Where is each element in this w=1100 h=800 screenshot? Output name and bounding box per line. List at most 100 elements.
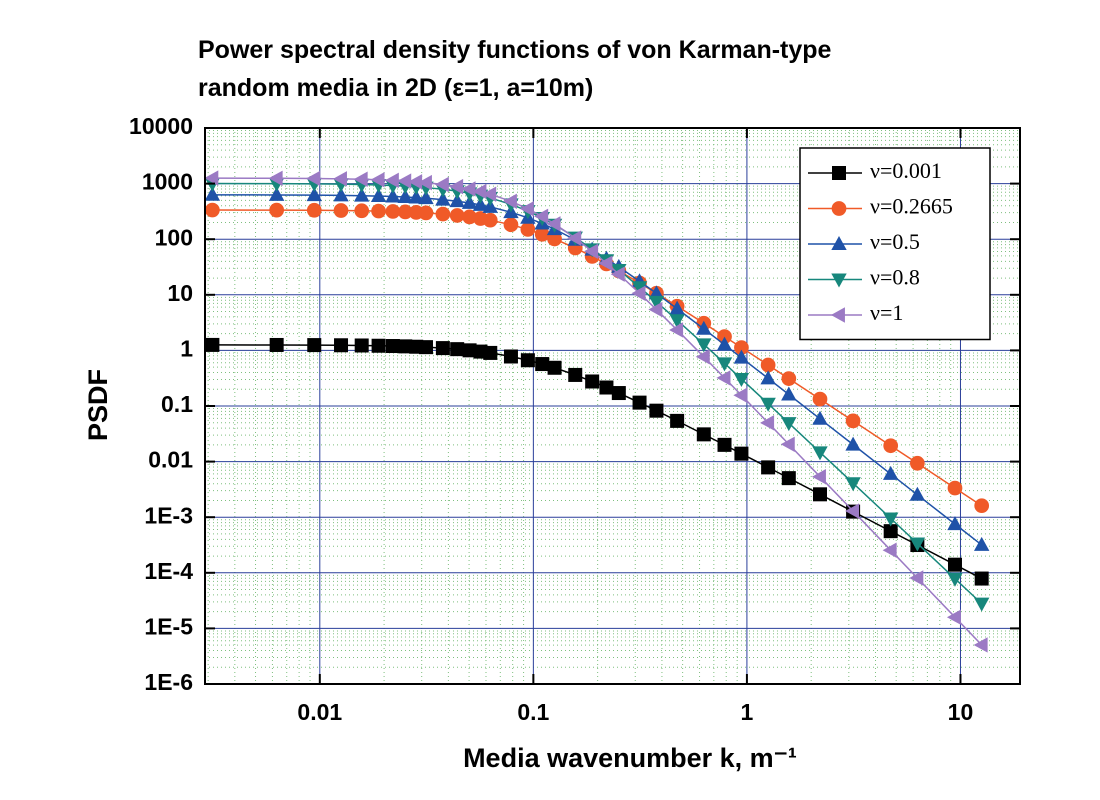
x-tick-label: 1 xyxy=(741,699,754,725)
marker xyxy=(417,174,432,191)
marker xyxy=(909,486,926,501)
marker xyxy=(734,446,749,461)
x-axis-label: Media wavenumber k, m⁻¹ xyxy=(463,743,797,773)
marker xyxy=(354,203,370,219)
marker xyxy=(435,191,451,206)
marker xyxy=(845,436,861,451)
marker xyxy=(397,188,413,203)
marker xyxy=(408,174,423,190)
marker xyxy=(882,542,897,558)
marker xyxy=(371,203,386,219)
marker xyxy=(520,222,536,237)
marker xyxy=(385,204,401,219)
y-tick-label: 10000 xyxy=(129,113,193,139)
marker xyxy=(397,204,413,220)
marker xyxy=(584,243,599,259)
marker xyxy=(781,371,797,386)
marker xyxy=(734,340,749,355)
marker xyxy=(449,178,464,195)
marker xyxy=(418,340,433,355)
marker xyxy=(883,438,899,454)
marker xyxy=(333,187,349,202)
marker xyxy=(882,465,899,480)
marker xyxy=(733,349,750,364)
y-tick-label: 100 xyxy=(155,224,193,250)
marker xyxy=(669,314,685,329)
marker xyxy=(462,343,477,358)
marker xyxy=(632,395,647,410)
marker xyxy=(669,300,685,315)
marker xyxy=(631,281,648,296)
plot-frame xyxy=(204,127,1021,685)
marker xyxy=(520,353,535,368)
marker xyxy=(813,487,828,502)
y-tick-label: 1E-6 xyxy=(144,669,193,695)
marker xyxy=(883,524,898,539)
marker xyxy=(535,357,550,372)
x-tick-label: 10 xyxy=(948,699,974,725)
marker xyxy=(973,637,988,653)
marker xyxy=(546,216,561,232)
marker xyxy=(648,301,663,318)
marker xyxy=(733,373,750,388)
marker xyxy=(503,217,519,233)
marker xyxy=(370,172,385,188)
y-tick-label: 1E-3 xyxy=(144,502,193,528)
marker xyxy=(716,336,733,351)
marker xyxy=(519,201,534,217)
marker xyxy=(716,370,731,386)
y-tick-label: 0.1 xyxy=(161,391,193,417)
marker xyxy=(472,196,489,211)
legend-label: ν=1 xyxy=(870,300,903,325)
marker xyxy=(332,171,347,187)
marker xyxy=(461,181,476,197)
chart-title: random media in 2D (ε=1, a=10m) xyxy=(198,74,593,102)
marker xyxy=(503,349,518,364)
marker xyxy=(760,357,776,373)
marker xyxy=(812,391,828,407)
marker xyxy=(973,536,990,551)
marker xyxy=(418,205,434,221)
plot-area xyxy=(204,170,990,653)
legend-label: ν=0.8 xyxy=(870,265,920,290)
marker xyxy=(760,415,775,431)
marker xyxy=(696,338,712,353)
marker xyxy=(306,202,322,218)
marker xyxy=(333,203,349,218)
marker xyxy=(946,609,961,625)
marker xyxy=(397,173,412,189)
legend-label: ν=0.5 xyxy=(870,229,920,254)
marker xyxy=(205,337,220,352)
marker xyxy=(882,512,899,527)
marker xyxy=(334,338,349,353)
marker xyxy=(812,410,828,425)
marker xyxy=(831,273,847,288)
marker xyxy=(385,339,400,354)
legend: ν=0.001 ν=0.2665 ν=0.5 ν=0.8 ν=1 xyxy=(799,147,991,341)
marker xyxy=(696,427,711,442)
marker xyxy=(947,557,962,572)
marker xyxy=(534,208,549,225)
marker xyxy=(845,503,860,519)
marker xyxy=(845,477,861,492)
marker xyxy=(306,170,321,187)
y-tick-label: 1000 xyxy=(142,169,193,195)
marker xyxy=(370,188,387,203)
x-tick-label: 0.1 xyxy=(517,699,549,725)
legend-label: ν=0.2665 xyxy=(870,194,953,219)
marker xyxy=(716,357,733,372)
marker xyxy=(307,338,322,353)
marker xyxy=(269,202,285,218)
marker xyxy=(435,206,451,222)
marker xyxy=(760,370,776,385)
marker xyxy=(502,193,517,209)
legend-label: ν=0.001 xyxy=(870,158,942,183)
marker xyxy=(204,186,221,201)
marker xyxy=(450,342,465,357)
marker xyxy=(598,255,613,271)
marker xyxy=(462,209,477,225)
marker xyxy=(585,374,600,389)
marker xyxy=(371,338,386,353)
marker xyxy=(832,166,846,180)
marker xyxy=(534,226,550,242)
